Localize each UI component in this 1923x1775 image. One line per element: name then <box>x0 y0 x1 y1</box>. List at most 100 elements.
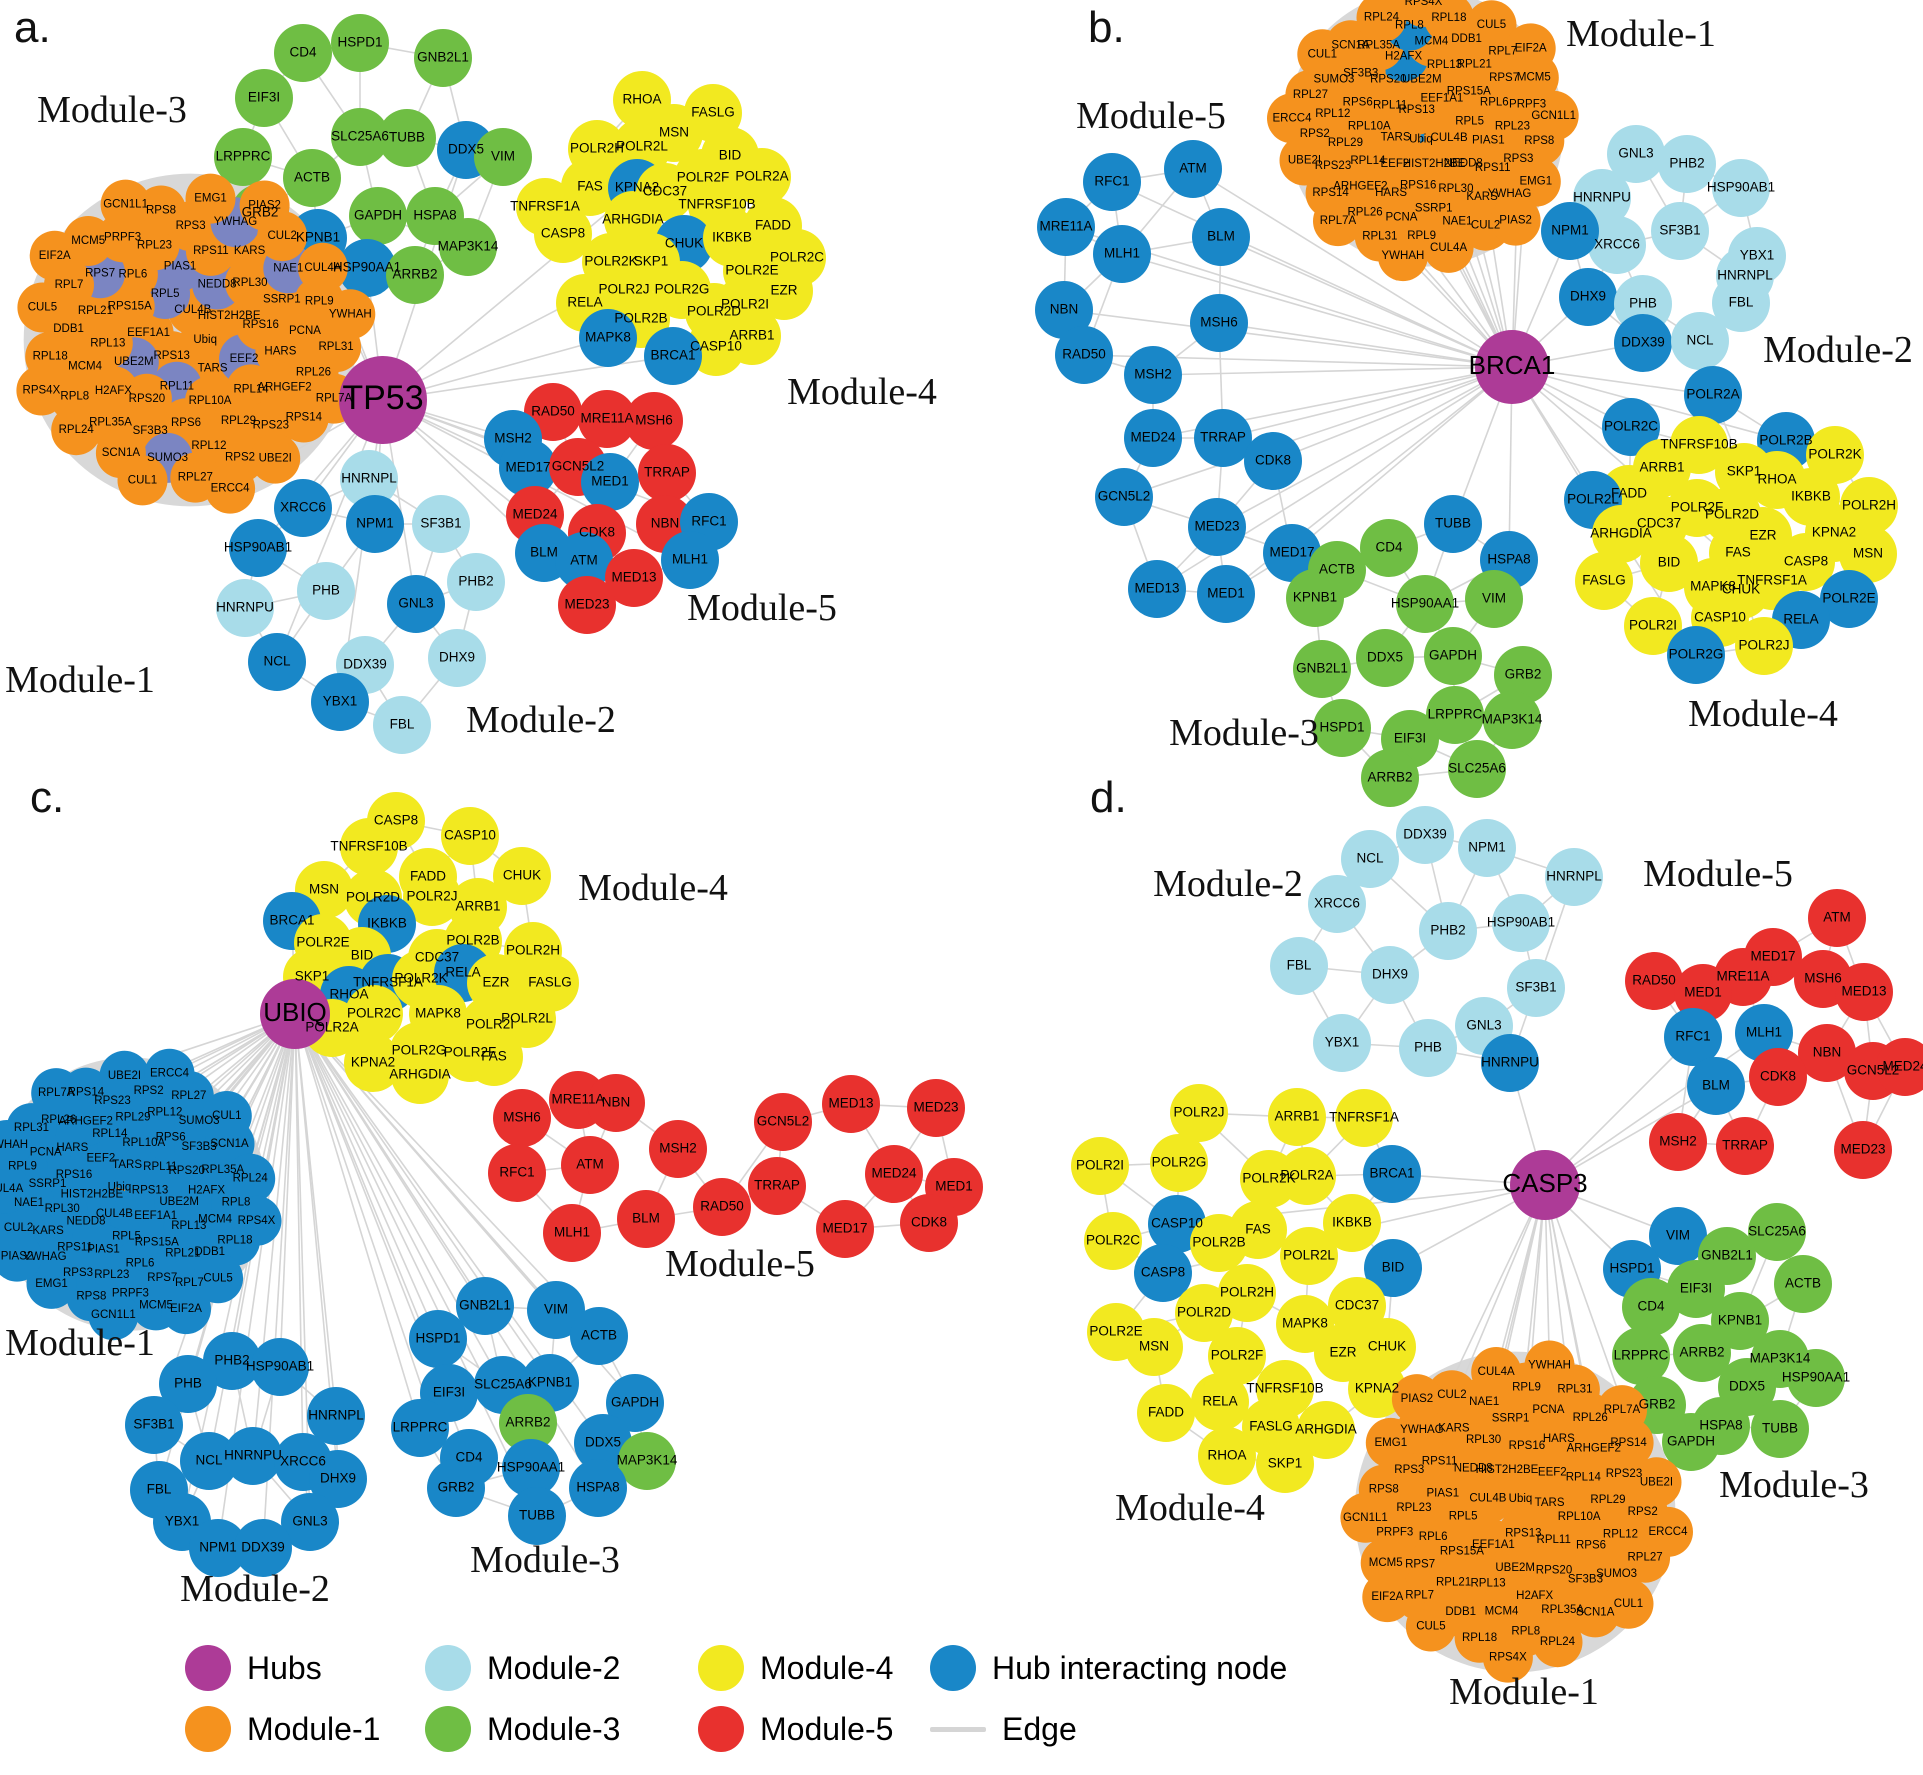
node-label-RPS2: RPS2 <box>1300 128 1330 140</box>
node-label-MLH1: MLH1 <box>672 552 708 567</box>
node-label-KPNA2: KPNA2 <box>1355 1381 1399 1396</box>
node-POLR2F <box>1208 1327 1266 1385</box>
node-label-RPL9: RPL9 <box>1407 230 1436 242</box>
node-label-UBE2M: UBE2M <box>1495 1562 1535 1574</box>
nodes-layer <box>0 0 1923 1683</box>
node-label-MED23: MED23 <box>1194 519 1239 534</box>
node-GCN1L1 <box>88 1290 139 1341</box>
node-label-RPL7: RPL7 <box>1405 1590 1434 1602</box>
node-label-CHUK: CHUK <box>503 868 541 883</box>
node-GAPDH <box>1662 1413 1720 1471</box>
node-label-MCM4: MCM4 <box>198 1213 232 1225</box>
node-label-CDK8: CDK8 <box>1255 453 1291 468</box>
node-ATM <box>1164 140 1222 198</box>
node-label-ACTB: ACTB <box>1319 562 1355 577</box>
node-label-PIAS1: PIAS1 <box>1472 134 1505 146</box>
node-DHX9 <box>428 629 486 687</box>
node-label-CDC37: CDC37 <box>643 184 687 199</box>
node-HSP90AB1 <box>1492 894 1550 952</box>
node-CD4 <box>1622 1278 1680 1336</box>
node-HSPA8 <box>569 1459 627 1517</box>
panel-letter-d: d. <box>1090 773 1127 822</box>
node-label-SF3B1: SF3B1 <box>1515 980 1556 995</box>
node-label-RHOA: RHOA <box>1207 1448 1246 1463</box>
node-TUBB <box>378 109 436 167</box>
node-label-EIF2A: EIF2A <box>1515 42 1547 54</box>
node-label-RPS3: RPS3 <box>1503 153 1533 165</box>
node-FASLG <box>1575 552 1633 610</box>
node-label-YBX1: YBX1 <box>1740 248 1775 263</box>
node-label-BID: BID <box>351 948 374 963</box>
node-label-NCL: NCL <box>1356 851 1383 866</box>
node-MLH1 <box>1735 1004 1793 1062</box>
node-TRRAP <box>1194 409 1252 467</box>
node-CD4 <box>274 24 332 82</box>
node-GCN1L1 <box>1528 90 1579 141</box>
node-NPM1 <box>1458 819 1516 877</box>
node-label-MED24: MED24 <box>871 1166 917 1181</box>
node-label-UBE2I: UBE2I <box>259 453 292 465</box>
node-label-GCN5L2: GCN5L2 <box>757 1114 810 1129</box>
node-label-RPL12: RPL12 <box>147 1106 182 1118</box>
node-label-HNRNPL: HNRNPL <box>1546 869 1602 884</box>
node-label-RPL5: RPL5 <box>112 1231 141 1243</box>
node-label-RELA: RELA <box>1783 612 1818 627</box>
node-label-ARRB1: ARRB1 <box>729 328 774 343</box>
node-POLR2H <box>1218 1264 1276 1322</box>
node-label-RPS11: RPS11 <box>1422 1456 1458 1468</box>
node-label-RPL21: RPL21 <box>1436 1576 1471 1588</box>
node-label-KPNB1: KPNB1 <box>1718 1313 1762 1328</box>
node-UBE2I <box>1631 1457 1682 1508</box>
node-label-POLR2D: POLR2D <box>687 304 741 319</box>
node-label-CDK8: CDK8 <box>1760 1069 1796 1084</box>
node-GAPDH <box>349 187 407 245</box>
node-label-KARS: KARS <box>1466 191 1498 203</box>
node-label-CUL2: CUL2 <box>1437 1389 1466 1401</box>
node-label-RPL7: RPL7 <box>175 1277 204 1289</box>
node-GCN1L1 <box>1340 1492 1391 1543</box>
node-label-NAE1: NAE1 <box>1442 216 1472 228</box>
node-CUL5 <box>1405 1601 1456 1652</box>
node-label-BRCA1: BRCA1 <box>650 348 695 363</box>
node-label-ATM: ATM <box>576 1157 604 1172</box>
node-label-UBE2M: UBE2M <box>159 1196 199 1208</box>
node-label-SF3B1: SF3B1 <box>420 516 461 531</box>
node-label-ARHGEF2: ARHGEF2 <box>1333 181 1387 193</box>
node-label-RPL23: RPL23 <box>94 1269 129 1281</box>
node-KPNB1 <box>1711 1292 1769 1350</box>
node-ARRB2 <box>386 246 444 304</box>
node-label-NPM1: NPM1 <box>356 516 394 531</box>
node-label-SF3B3: SF3B3 <box>1343 67 1378 79</box>
hub-label-TP53: TP53 <box>342 379 423 417</box>
node-HSPD1 <box>331 14 389 72</box>
node-label-RPL26: RPL26 <box>41 1114 76 1126</box>
node-label-MSH2: MSH2 <box>1659 1134 1697 1149</box>
node-POLR2D <box>1175 1284 1233 1342</box>
node-label-MCM4: MCM4 <box>1414 36 1448 48</box>
node-MAP3K14 <box>439 218 497 276</box>
node-CUL1 <box>201 1091 252 1141</box>
node-label-KPNB1: KPNB1 <box>528 1375 572 1390</box>
node-label-NPM1: NPM1 <box>199 1540 237 1555</box>
node-label-POLR2H: POLR2H <box>506 943 560 958</box>
node-label-ARHGDIA: ARHGDIA <box>1295 1422 1357 1437</box>
node-label-HNRNPU: HNRNPU <box>224 1448 282 1463</box>
node-ARHGDIA <box>1592 505 1650 563</box>
node-label-FBL: FBL <box>1287 958 1312 973</box>
node-label-POLR2A: POLR2A <box>1686 387 1739 402</box>
node-label-KPNA2: KPNA2 <box>615 180 659 195</box>
node-label-RPL14: RPL14 <box>1350 155 1386 167</box>
node-label-MED24: MED24 <box>512 507 558 522</box>
node-label-RPS11: RPS11 <box>1475 162 1511 174</box>
node-CUL4A <box>1471 1347 1522 1397</box>
node-TRRAP <box>638 444 696 502</box>
node-HNRNPL <box>1545 848 1603 906</box>
node-label-RPL7A: RPL7A <box>38 1087 75 1099</box>
node-label-NCL: NCL <box>1686 333 1713 348</box>
node-label-MCM5: MCM5 <box>1517 72 1551 84</box>
node-PHB <box>1399 1019 1457 1077</box>
node-label-DDX5: DDX5 <box>1729 1379 1765 1394</box>
node-label-RPS15A: RPS15A <box>108 301 152 313</box>
